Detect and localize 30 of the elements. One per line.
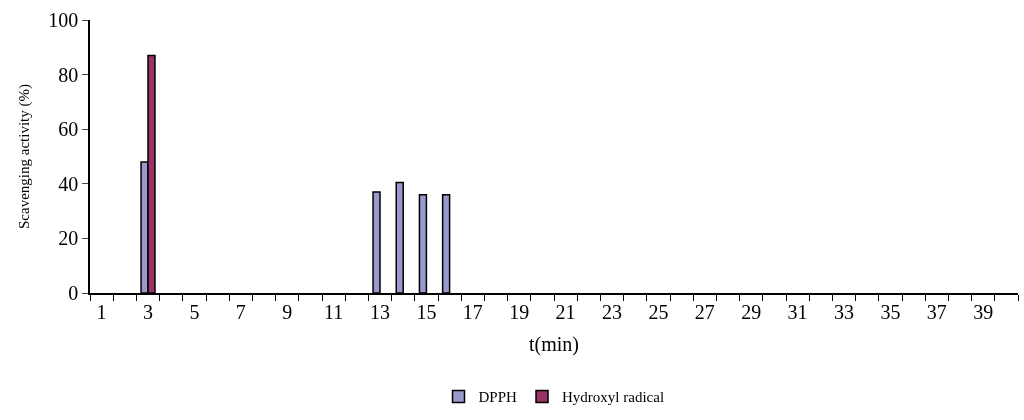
x-tick-label: 35 (880, 300, 901, 323)
x-tick-label: 9 (282, 300, 293, 323)
x-tick-label: 19 (509, 300, 530, 323)
legend-label: Hydroxyl radical (562, 389, 665, 406)
x-tick-label: 37 (926, 300, 947, 323)
y-tick-label: 40 (58, 172, 79, 195)
x-tick-label: 7 (235, 300, 246, 323)
x-tick-label: 25 (648, 300, 669, 323)
x-tick-label: 27 (694, 300, 715, 323)
x-tick-label: 11 (323, 300, 344, 323)
x-axis-title: t(min) (529, 332, 579, 356)
y-axis-title: Scavenging activity (%) (16, 84, 33, 229)
x-tick-label: 3 (143, 300, 153, 323)
y-tick-label: 0 (68, 282, 79, 304)
x-tick-label: 13 (370, 300, 390, 323)
y-tick-label: 20 (58, 227, 79, 250)
y-tick-label: 80 (58, 63, 79, 86)
legend-label: DPPH (478, 389, 518, 406)
x-tick-label: 1 (96, 300, 107, 323)
y-tick-label: 60 (58, 118, 79, 141)
x-tick-label: 31 (787, 300, 808, 323)
x-tick-label: 33 (834, 300, 854, 323)
x-tick-label: 17 (462, 300, 483, 323)
x-tick-label: 29 (741, 300, 762, 323)
x-tick-label: 15 (416, 300, 437, 323)
x-tick-label: 5 (189, 300, 200, 323)
y-tick-label: 100 (48, 9, 79, 31)
x-tick-label: 21 (555, 300, 576, 323)
x-tick-label: 39 (973, 300, 994, 323)
x-tick-label: 23 (602, 300, 622, 323)
